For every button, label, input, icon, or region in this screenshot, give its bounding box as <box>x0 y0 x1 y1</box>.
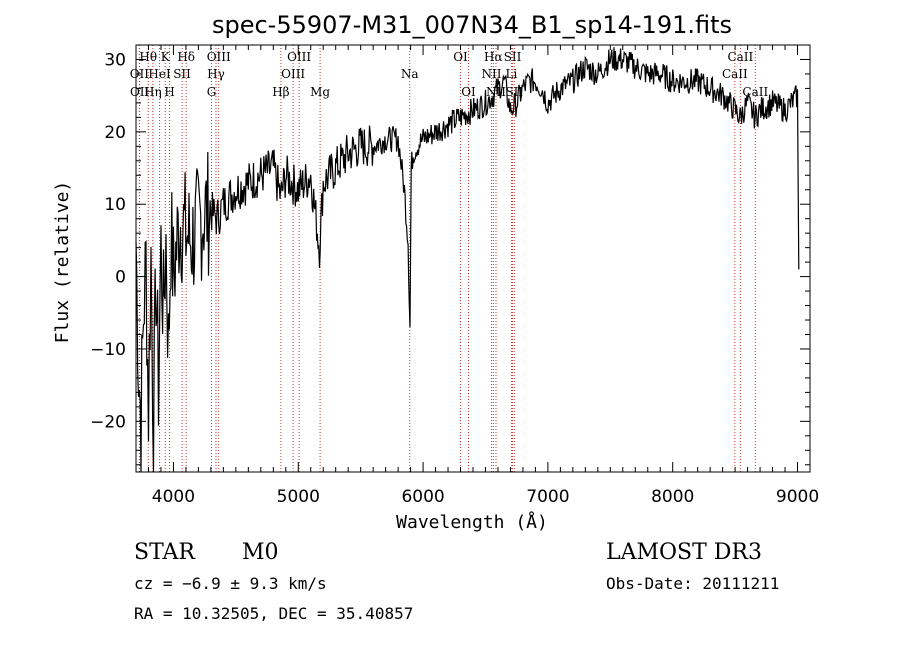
x-tick-label: 9000 <box>776 487 819 507</box>
line-marker-label-25: CaII <box>727 50 753 64</box>
line-markers <box>138 45 756 472</box>
line-marker-label-18: OI <box>461 85 476 99</box>
line-marker-label-17: OI <box>453 50 468 64</box>
line-marker-label-12: OIII <box>287 50 311 64</box>
y-tick-label: −20 <box>90 412 126 432</box>
x-tick-label: 6000 <box>401 487 444 507</box>
y-axis-label: Flux (relative) <box>52 181 73 344</box>
line-marker-label-13: OIII <box>281 67 305 81</box>
line-marker-label-0: Hθ <box>139 50 157 64</box>
line-marker-label-2: OII <box>130 85 150 99</box>
line-marker-label-7: SII <box>173 67 191 81</box>
spectrum-line <box>135 47 800 473</box>
x-tick-label: 7000 <box>526 487 569 507</box>
line-marker-label-14: Hβ <box>272 85 289 99</box>
line-marker-label-19: Hα <box>484 50 503 64</box>
y-tick-label: 20 <box>104 123 126 143</box>
y-tick-label: 10 <box>104 195 126 215</box>
y-tick-label: 30 <box>104 50 126 70</box>
x-tick-label: 5000 <box>277 487 320 507</box>
spectrum-chart: spec-55907-M31_007N34_B1_sp14-191.fits H… <box>52 11 819 533</box>
line-marker-label-21: NII <box>481 67 501 81</box>
x-axis-ticks: 4000 5000 6000 7000 8000 9000 <box>147 45 819 507</box>
chart-title: spec-55907-M31_007N34_B1_sp14-191.fits <box>212 11 732 39</box>
y-tick-label: 0 <box>115 268 126 288</box>
y-tick-label: −10 <box>90 340 126 360</box>
sky-coordinates: RA = 10.32505, DEC = 35.40857 <box>134 604 414 623</box>
x-tick-label: 4000 <box>152 487 195 507</box>
line-marker-label-5: Hη <box>144 85 162 99</box>
survey-name: LAMOST DR3 <box>606 540 762 565</box>
line-marker-label-22: Li <box>506 67 518 81</box>
line-marker-label-16: Na <box>401 67 419 81</box>
line-marker-label-9: OIII <box>207 50 231 64</box>
line-marker-label-20: SII <box>504 50 522 64</box>
line-marker-label-15: Mg <box>310 85 330 99</box>
redshift-velocity: cz = −6.9 ± 9.3 km/s <box>134 574 327 593</box>
x-axis-label: Wavelength (Å) <box>396 511 548 533</box>
line-marker-label-6: Hδ <box>177 50 195 64</box>
line-marker-label-8: H <box>164 85 174 99</box>
x-tick-label: 8000 <box>651 487 694 507</box>
y-axis-ticks: −20 −10 0 10 20 30 <box>90 44 810 466</box>
line-marker-label-10: Hγ <box>207 67 225 81</box>
line-marker-label-3: K <box>161 50 171 64</box>
object-subclass: M0 <box>242 540 279 565</box>
observation-date: Obs-Date: 20111211 <box>606 574 780 593</box>
line-marker-label-26: CaII <box>722 67 748 81</box>
line-marker-label-4: HeI <box>148 67 171 81</box>
object-class: STAR <box>134 540 195 565</box>
line-marker-label-11: G <box>207 85 217 99</box>
